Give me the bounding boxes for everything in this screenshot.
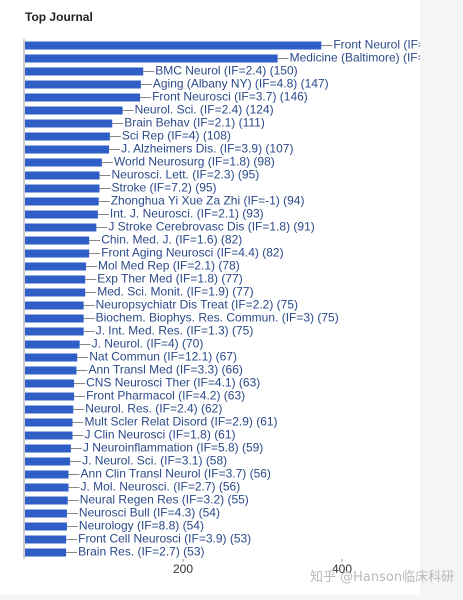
bar-label: Sci Rep (IF=4) (108): [122, 129, 231, 143]
bar-label: Neurol. Sci. (IF=2.4) (124): [135, 103, 274, 117]
bar: [25, 288, 86, 297]
bar-label: BMC Neurol (IF=2.4) (150): [155, 64, 297, 78]
bar: [25, 93, 141, 102]
bar-label: Neurosci Bull (IF=4.3) (54): [79, 506, 220, 520]
bar: [25, 80, 141, 89]
bar: [25, 54, 278, 63]
watermark: 知乎 @Hanson临床科研: [310, 570, 455, 585]
chart-panel: Top Journal 200 400 Front Neurol (IF= Medic…: [23, 10, 426, 577]
bar: [25, 132, 110, 141]
bar: [25, 444, 71, 453]
bar-label: World Neurosurg (IF=1.8) (98): [114, 155, 275, 169]
bar: [25, 470, 69, 479]
bar: [25, 67, 144, 76]
bar-label: J. Neurol. (IF=4) (70): [92, 337, 204, 351]
bar-label: Med. Sci. Monit. (IF=1.9) (77): [97, 285, 253, 299]
bar: [25, 184, 100, 193]
bar: [25, 379, 75, 388]
bar-label: Mult Scler Relat Disord (IF=2.9) (61): [84, 415, 277, 429]
bar: [25, 210, 98, 219]
bar-label: Front Cell Neurosci (IF=3.9) (53): [78, 532, 251, 546]
bar-label: J. Int. Med. Res. (IF=1.3) (75): [96, 324, 254, 338]
bar-label: Neurosci. Lett. (IF=2.3) (95): [112, 168, 260, 182]
bar-label: J. Mol. Neurosci. (IF=2.7) (56): [81, 480, 241, 494]
bar-label: Aging (Albany NY) (IF=4.8) (147): [153, 77, 329, 91]
bar-label: Ann Clin Transl Neurol (IF=3.7) (56): [81, 467, 271, 481]
bar-label: J. Neurol. Sci. (IF=3.1) (58): [82, 454, 227, 468]
bar: [25, 457, 71, 466]
bar-label: Nat Commun (IF=12.1) (67): [89, 350, 237, 364]
bar-label: Exp Ther Med (IF=1.8) (77): [97, 272, 243, 286]
bar: [25, 223, 97, 232]
bar: [25, 236, 90, 245]
bar: [25, 496, 68, 505]
bar: [25, 327, 84, 336]
bar: [25, 106, 123, 115]
bar-label: Front Neurol (IF=: [333, 38, 420, 52]
bar: [25, 41, 322, 50]
bar: [25, 301, 84, 310]
bar: [25, 431, 73, 440]
chart-title: Top Journal: [25, 10, 93, 24]
bar-label: Neurology (IF=8.8) (54): [79, 519, 204, 533]
x-tick-label: 400: [332, 562, 352, 576]
bar: [25, 535, 67, 544]
bar: [25, 314, 84, 323]
bar: [25, 353, 78, 362]
bar-label: Front Pharmacol (IF=4.2) (63): [86, 389, 245, 403]
bar-label: Front Aging Neurosci (IF=4.4) (82): [101, 246, 283, 260]
bar: [25, 392, 75, 401]
bar-label: Medicine (Baltimore) (IF=: [290, 51, 420, 65]
bar: [25, 405, 74, 414]
bar: [25, 158, 102, 167]
bar: [25, 483, 69, 492]
bar: [25, 197, 99, 206]
bar-label: Front Neurosci (IF=3.7) (146): [152, 90, 308, 104]
bar: [25, 522, 67, 531]
bar-label: Neuropsychiatr Dis Treat (IF=2.2) (75): [96, 298, 298, 312]
bar-label: Int. J. Neurosci. (IF=2.1) (93): [110, 207, 264, 221]
bar: [25, 249, 90, 258]
x-tick-label: 200: [173, 562, 193, 576]
bar-label: J Neuroinflammation (IF=5.8) (59): [83, 441, 263, 455]
bar: [25, 366, 77, 375]
bar-label: Stroke (IF=7.2) (95): [112, 181, 217, 195]
bar: [25, 145, 110, 154]
bar-label: J. Alzheimers Dis. (IF=3.9) (107): [121, 142, 293, 156]
bar-label: J Clin Neurosci (IF=1.8) (61): [84, 428, 235, 442]
bar-label: Brain Behav (IF=2.1) (111): [124, 116, 265, 130]
bar: [25, 509, 67, 518]
bar: [25, 171, 100, 180]
bar-label: Biochem. Biophys. Res. Commun. (IF=3) (7…: [96, 311, 339, 325]
bar-label: Neurol. Res. (IF=2.4) (62): [85, 402, 222, 416]
bar: [25, 262, 87, 271]
chart: Top Journal 200 400 Front Neurol (IF=Medic…: [23, 10, 425, 576]
bar: [25, 548, 67, 557]
bar-label: CNS Neurosci Ther (IF=4.1) (63): [86, 376, 260, 390]
bar: [25, 418, 73, 427]
bar-label: Chin. Med. J. (IF=1.6) (82): [101, 233, 242, 247]
bar-label: Neural Regen Res (IF=3.2) (55): [80, 493, 249, 507]
bar: [25, 340, 80, 349]
bar-label: Zhonghua Yi Xue Za Zhi (IF=-1) (94): [111, 194, 305, 208]
bar: [25, 119, 113, 128]
bar-label: J Stroke Cerebrovasc Dis (IF=1.8) (91): [108, 220, 314, 234]
bar-label: Ann Transl Med (IF=3.3) (66): [88, 363, 242, 377]
bar-label: Brain Res. (IF=2.7) (53): [78, 545, 204, 559]
bar: [25, 275, 86, 284]
bar-label: Mol Med Rep (IF=2.1) (78): [98, 259, 240, 273]
